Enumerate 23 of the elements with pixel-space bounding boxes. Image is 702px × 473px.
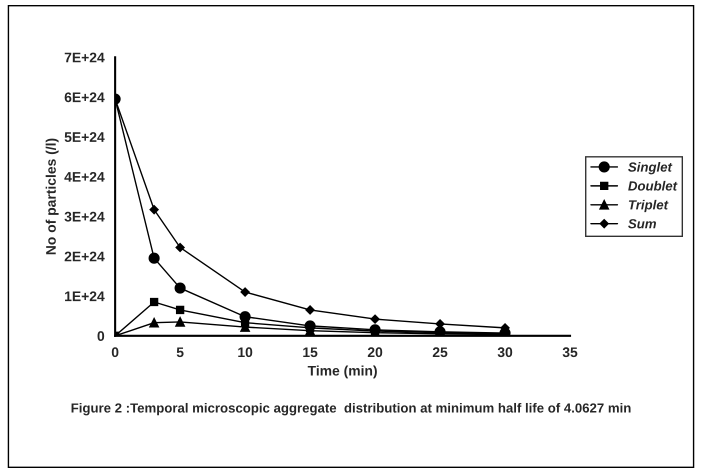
legend-label: Singlet xyxy=(628,162,672,174)
y-tick-label: 1E+24 xyxy=(65,291,105,302)
x-tick-label: 5 xyxy=(176,347,184,358)
x-tick-label: 15 xyxy=(303,347,318,358)
y-tick-label: 0 xyxy=(98,331,104,341)
y-tick-label: 2E+24 xyxy=(64,252,105,262)
x-tick-label: 25 xyxy=(432,347,448,358)
x-tick-label: 0 xyxy=(112,347,118,358)
x-tick-label: 20 xyxy=(368,347,382,358)
legend-label: Triplet xyxy=(628,200,668,212)
y-axis-title: No of particles (/l) xyxy=(46,138,59,254)
x-axis-title: Time (min) xyxy=(308,365,377,378)
y-tick-label: 5E+24 xyxy=(64,132,105,142)
legend-label: Sum xyxy=(628,219,656,228)
x-tick-label: 10 xyxy=(238,347,252,358)
y-tick-label: 4E+24 xyxy=(64,172,105,182)
x-tick-label: 30 xyxy=(498,347,512,358)
legend-label: Doublet xyxy=(628,180,678,191)
y-tick-label: 7E+24 xyxy=(64,52,105,62)
x-tick-label: 35 xyxy=(562,347,578,358)
y-tick-label: 6E+24 xyxy=(64,92,105,102)
caption: Figure 2 :Temporal microscopic aggregate distribution at minimum half life of 4.0627 min xyxy=(72,402,631,416)
y-tick-label: 3E+24 xyxy=(64,212,105,222)
